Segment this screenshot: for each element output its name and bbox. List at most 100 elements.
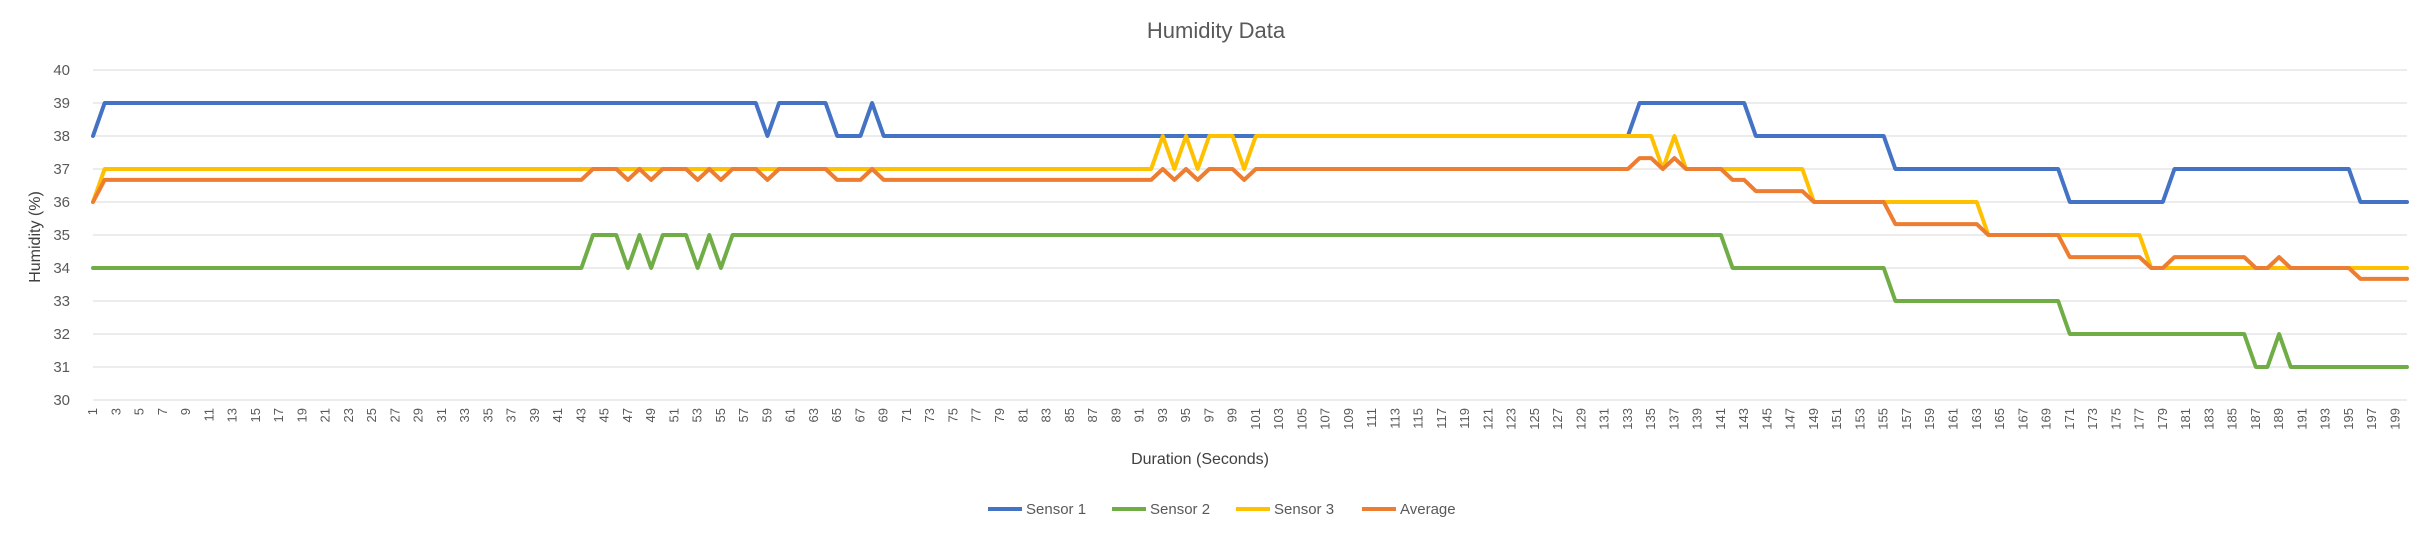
x-tick-label: 141 — [1713, 408, 1728, 430]
x-tick-label: 195 — [2341, 408, 2356, 430]
y-axis-label: Humidity (%) — [27, 191, 44, 283]
x-tick-label: 35 — [480, 408, 495, 422]
x-axis-tick-labels: 1 3 5 7 9 11 13 15 17 19 21 23 25 27 29 31 33 35 37 39 41 43 4… — [85, 408, 2402, 430]
x-tick-label: 147 — [1783, 408, 1798, 430]
legend-item-average: Average — [1362, 501, 1456, 518]
x-tick-label: 171 — [2062, 408, 2077, 430]
legend-label: Average — [1400, 501, 1456, 518]
x-tick-label: 69 — [876, 408, 891, 422]
x-tick-label: 71 — [899, 408, 914, 422]
x-tick-label: 101 — [1248, 408, 1263, 430]
x-tick-label: 17 — [271, 408, 286, 422]
x-tick-label: 117 — [1434, 408, 1449, 429]
x-tick-label: 3 — [108, 408, 123, 415]
chart-title: Humidity Data — [1147, 18, 1286, 43]
x-tick-label: 123 — [1504, 408, 1519, 430]
x-tick-label: 1 — [85, 408, 100, 415]
x-tick-label: 121 — [1480, 408, 1495, 430]
x-tick-label: 25 — [364, 408, 379, 422]
x-tick-label: 7 — [155, 408, 170, 415]
x-tick-label: 15 — [248, 408, 263, 422]
x-tick-label: 33 — [457, 408, 472, 422]
x-tick-label: 169 — [2039, 408, 2054, 430]
x-tick-label: 75 — [945, 408, 960, 422]
x-tick-label: 21 — [318, 408, 333, 422]
x-tick-label: 39 — [527, 408, 542, 422]
x-tick-label: 91 — [1132, 408, 1147, 422]
x-tick-label: 149 — [1806, 408, 1821, 430]
x-tick-label: 31 — [434, 408, 449, 422]
x-tick-label: 63 — [806, 408, 821, 422]
series-line-sensor-1 — [91, 101, 2409, 204]
y-tick-label: 37 — [53, 161, 70, 178]
x-tick-label: 55 — [713, 408, 728, 422]
x-tick-label: 177 — [2132, 408, 2147, 430]
x-tick-label: 179 — [2155, 408, 2170, 430]
x-tick-label: 95 — [1178, 408, 1193, 422]
y-tick-label: 30 — [53, 392, 70, 409]
x-tick-label: 157 — [1899, 408, 1914, 430]
x-tick-label: 47 — [620, 408, 635, 422]
y-tick-label: 32 — [53, 326, 70, 343]
x-tick-label: 83 — [1039, 408, 1054, 422]
y-tick-label: 31 — [53, 359, 70, 376]
x-tick-label: 89 — [1108, 408, 1123, 422]
x-tick-label: 155 — [1876, 408, 1891, 430]
y-tick-label: 35 — [53, 227, 70, 244]
x-tick-label: 85 — [1062, 408, 1077, 422]
x-tick-label: 105 — [1294, 408, 1309, 430]
x-tick-label: 111 — [1364, 408, 1379, 428]
legend-label: Sensor 3 — [1274, 501, 1334, 518]
x-tick-label: 191 — [2294, 408, 2309, 430]
x-tick-label: 77 — [969, 408, 984, 422]
x-tick-label: 23 — [341, 408, 356, 422]
y-tick-label: 34 — [53, 260, 70, 277]
x-tick-label: 185 — [2225, 408, 2240, 430]
x-tick-label: 93 — [1155, 408, 1170, 422]
y-tick-label: 33 — [53, 293, 70, 310]
x-tick-label: 43 — [573, 408, 588, 422]
x-tick-label: 175 — [2108, 408, 2123, 430]
y-tick-label: 40 — [53, 62, 70, 79]
x-tick-label: 193 — [2318, 408, 2333, 430]
x-tick-label: 59 — [759, 408, 774, 422]
x-tick-label: 99 — [1225, 408, 1240, 422]
x-tick-label: 163 — [1969, 408, 1984, 430]
x-tick-label: 11 — [201, 408, 216, 422]
x-tick-label: 165 — [1992, 408, 2007, 430]
x-tick-label: 153 — [1852, 408, 1867, 430]
x-tick-label: 13 — [225, 408, 240, 422]
x-tick-label: 143 — [1736, 408, 1751, 430]
x-tick-label: 9 — [178, 408, 193, 415]
x-tick-label: 65 — [829, 408, 844, 422]
legend-item-sensor-2: Sensor 2 — [1112, 501, 1210, 518]
x-tick-label: 167 — [2015, 408, 2030, 430]
x-tick-label: 37 — [504, 408, 519, 422]
x-tick-label: 189 — [2271, 408, 2286, 430]
x-tick-label: 115 — [1411, 408, 1426, 429]
x-tick-label: 181 — [2178, 408, 2193, 430]
series-line-sensor-2 — [91, 233, 2409, 369]
y-tick-label: 38 — [53, 128, 70, 145]
x-tick-label: 73 — [922, 408, 937, 422]
x-tick-label: 187 — [2248, 408, 2263, 430]
x-tick-label: 135 — [1643, 408, 1658, 430]
x-tick-label: 133 — [1620, 408, 1635, 430]
x-tick-label: 137 — [1666, 408, 1681, 430]
x-tick-label: 127 — [1550, 408, 1565, 430]
x-tick-label: 103 — [1271, 408, 1286, 430]
x-tick-label: 61 — [783, 408, 798, 422]
x-tick-label: 29 — [411, 408, 426, 422]
x-tick-label: 139 — [1690, 408, 1705, 430]
series-line-average — [91, 156, 2409, 281]
x-tick-label: 109 — [1341, 408, 1356, 430]
x-axis-label: Duration (Seconds) — [1131, 451, 1269, 468]
x-tick-label: 159 — [1922, 408, 1937, 430]
x-tick-label: 151 — [1829, 408, 1844, 430]
x-tick-label: 41 — [550, 408, 565, 422]
x-tick-label: 161 — [1946, 408, 1961, 430]
x-tick-label: 45 — [597, 408, 612, 422]
legend-item-sensor-3: Sensor 3 — [1236, 501, 1334, 518]
legend-item-sensor-1: Sensor 1 — [988, 501, 1086, 518]
